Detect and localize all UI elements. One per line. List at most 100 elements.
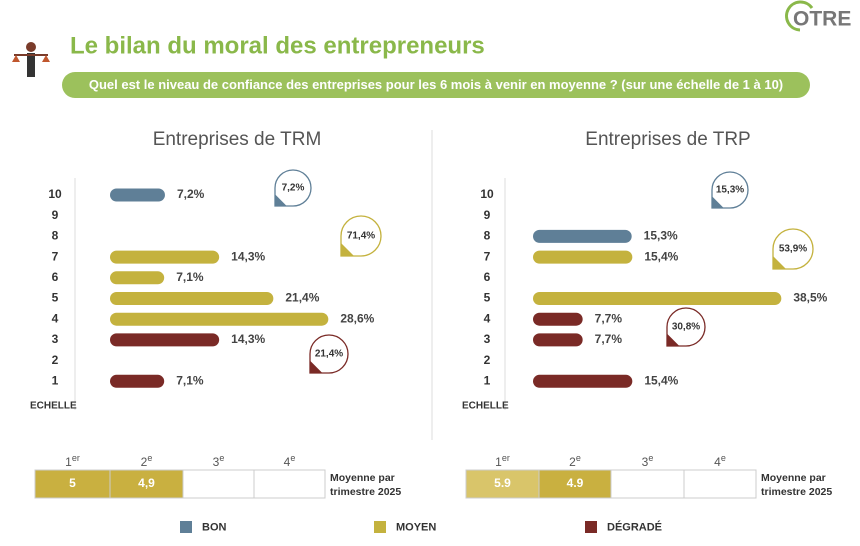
bar bbox=[110, 250, 220, 264]
y-tick-label: 2 bbox=[52, 353, 59, 367]
title: Le bilan du moral des entrepreneurs bbox=[70, 32, 485, 59]
chart-title: Entreprises de TRM bbox=[153, 129, 322, 150]
value-label: 7,7% bbox=[595, 311, 623, 325]
y-tick-label: 4 bbox=[484, 311, 491, 325]
bubble bbox=[340, 215, 382, 257]
bar bbox=[110, 188, 165, 202]
bar bbox=[110, 271, 165, 285]
quarter-label: 3e bbox=[213, 453, 225, 469]
y-tick-label: 8 bbox=[52, 229, 59, 243]
value-label: 7,1% bbox=[176, 270, 204, 284]
bar bbox=[110, 374, 165, 388]
quarter-sup: e bbox=[290, 453, 295, 463]
quarter-sup: e bbox=[648, 453, 653, 463]
y-tick-label: 9 bbox=[52, 208, 59, 222]
bubble bbox=[711, 171, 749, 209]
y-tick-label: 10 bbox=[480, 187, 494, 201]
quarter-cell bbox=[109, 469, 184, 499]
legend-label: BON bbox=[202, 521, 227, 533]
bubble-corner bbox=[310, 360, 323, 373]
quarter-caption: Moyenne par bbox=[330, 472, 395, 484]
y-tick-label: 7 bbox=[52, 249, 59, 263]
y-tick-label: 5 bbox=[484, 291, 491, 305]
quarter-value: 5.9 bbox=[494, 476, 511, 490]
quarter-caption: Moyenne par bbox=[761, 472, 826, 484]
bubble-label: 21,4% bbox=[315, 349, 343, 360]
y-tick-label: 3 bbox=[52, 332, 59, 346]
quarter-sup: er bbox=[72, 453, 80, 463]
y-tick-label: 3 bbox=[484, 332, 491, 346]
y-tick-label: 1 bbox=[484, 373, 491, 387]
value-label: 28,6% bbox=[340, 311, 374, 325]
quarter-cell bbox=[683, 469, 757, 499]
quarter-cell bbox=[465, 469, 540, 499]
quarter-caption: trimestre 2025 bbox=[330, 486, 401, 498]
quarter-number: 3 bbox=[213, 455, 220, 469]
quarter-number: 4 bbox=[284, 455, 291, 469]
value-label: 15,4% bbox=[644, 373, 678, 387]
value-label: 15,4% bbox=[644, 249, 678, 263]
y-tick-label: 7 bbox=[484, 249, 491, 263]
value-label: 14,3% bbox=[231, 332, 265, 346]
bubble-label: 7,2% bbox=[282, 183, 305, 194]
bubble bbox=[666, 307, 706, 347]
value-label: 7,1% bbox=[176, 373, 204, 387]
legend-label: MOYEN bbox=[396, 521, 436, 533]
quarter-number: 1 bbox=[65, 455, 72, 469]
y-tick-label: 1 bbox=[52, 373, 59, 387]
quarter-value: 4.9 bbox=[567, 476, 584, 490]
quarter-value: 5 bbox=[69, 476, 76, 490]
quarter-number: 3 bbox=[642, 455, 649, 469]
quarter-sup: e bbox=[721, 453, 726, 463]
bubble-label: 15,3% bbox=[716, 185, 744, 196]
quarter-cell bbox=[610, 469, 685, 499]
y-tick-label: 10 bbox=[48, 187, 62, 201]
bubble-corner bbox=[667, 333, 680, 346]
quarter-value: 4,9 bbox=[138, 476, 155, 490]
bubble-label: 53,9% bbox=[779, 244, 807, 255]
y-tick-label: 8 bbox=[484, 229, 491, 243]
bubble-corner bbox=[712, 196, 724, 208]
value-label: 7,7% bbox=[595, 332, 623, 346]
quarter-label: 1er bbox=[495, 453, 510, 469]
bar bbox=[110, 333, 220, 347]
quarter-number: 4 bbox=[714, 455, 721, 469]
logo: OTRE bbox=[793, 8, 851, 31]
quarter-sup: e bbox=[219, 453, 224, 463]
value-label: 21,4% bbox=[285, 291, 319, 305]
bar bbox=[533, 333, 583, 347]
quarter-sup: er bbox=[502, 453, 510, 463]
bar bbox=[533, 229, 632, 243]
bar bbox=[533, 250, 633, 264]
quarter-label: 1er bbox=[65, 453, 80, 469]
bubble-corner bbox=[341, 243, 354, 256]
quarter-number: 2 bbox=[141, 455, 148, 469]
quarter-cell bbox=[538, 469, 612, 499]
quarter-label: 2e bbox=[569, 453, 581, 469]
chart-title: Entreprises de TRP bbox=[585, 129, 750, 150]
axis-label: ECHELLE bbox=[462, 401, 509, 412]
quarter-cell bbox=[253, 469, 326, 499]
value-label: 14,3% bbox=[231, 249, 265, 263]
y-tick-label: 6 bbox=[52, 270, 59, 284]
bubble-label: 71,4% bbox=[347, 231, 375, 242]
bubble-label: 30,8% bbox=[672, 322, 700, 333]
quarter-caption: trimestre 2025 bbox=[761, 486, 832, 498]
value-label: 38,5% bbox=[793, 291, 827, 305]
bar bbox=[533, 312, 583, 326]
subtitle-pill bbox=[62, 72, 810, 98]
quarter-sup: e bbox=[147, 453, 152, 463]
y-tick-label: 4 bbox=[52, 311, 59, 325]
bubble bbox=[309, 334, 349, 374]
quarter-sup: e bbox=[576, 453, 581, 463]
bubble-corner bbox=[275, 194, 287, 206]
bubble bbox=[772, 228, 814, 270]
legend-label: DÉGRADÉ bbox=[607, 520, 662, 533]
y-tick-label: 5 bbox=[52, 291, 59, 305]
quarter-label: 3e bbox=[642, 453, 654, 469]
quarter-number: 1 bbox=[495, 455, 502, 469]
y-tick-label: 9 bbox=[484, 208, 491, 222]
bar bbox=[533, 374, 633, 388]
axis-label: ECHELLE bbox=[30, 401, 77, 412]
